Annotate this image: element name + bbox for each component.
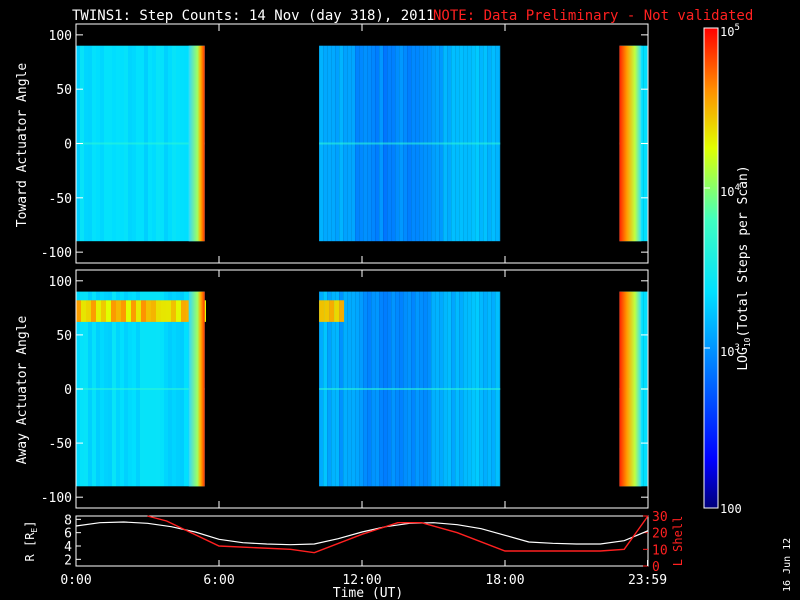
lshell-tick-label: 0 — [652, 560, 660, 575]
high-count-band — [181, 300, 186, 322]
colorbar-tick-label: 100 — [720, 502, 742, 516]
r-tick-label: 2 — [64, 553, 72, 568]
colorbar-tick-label: 103 — [720, 343, 740, 359]
zero-stripe — [76, 388, 205, 390]
high-count-band — [186, 300, 191, 322]
high-count-band — [86, 300, 91, 322]
time-xlabel: Time (UT) — [333, 586, 403, 600]
away-angle-panel: 100 50 0 -50 -100 — [41, 269, 649, 509]
high-count-band — [96, 300, 101, 322]
high-count-band — [324, 300, 330, 322]
high-count-band — [141, 300, 146, 322]
heatmap-segment — [319, 291, 501, 487]
high-count-band — [171, 300, 176, 322]
y-tick-label: 0 — [64, 383, 72, 398]
colorbar-tick-label: 104 — [720, 183, 740, 199]
segment-edge — [619, 291, 642, 487]
r-tick-label: 4 — [64, 540, 72, 555]
toward-ylabel: Toward Actuator Angle — [15, 63, 30, 228]
y-tick-label: -50 — [49, 192, 72, 207]
high-count-band — [101, 300, 106, 322]
toward-angle-panel: 100 50 0 -50 -100 — [41, 23, 649, 264]
high-count-band — [161, 300, 166, 322]
zero-stripe — [76, 142, 205, 145]
y-tick-label: 0 — [64, 138, 72, 153]
y-tick-label: 100 — [49, 29, 72, 44]
heatmap-segment — [76, 291, 206, 487]
time-tick-label: 12:00 — [342, 573, 381, 588]
y-tick-label: 50 — [56, 329, 72, 344]
high-count-band — [151, 300, 156, 322]
lshell-tick-label: 10 — [652, 543, 668, 558]
time-tick-label: 0:00 — [60, 573, 91, 588]
high-count-band — [176, 300, 181, 322]
high-count-band — [131, 300, 136, 322]
high-count-band — [121, 300, 126, 322]
y-tick-label: 50 — [56, 83, 72, 98]
high-count-band — [91, 300, 96, 322]
lshell-tick-label: 30 — [652, 510, 668, 525]
r-tick-label: 6 — [64, 527, 72, 542]
segment-edge — [619, 45, 642, 242]
segment-edge — [188, 45, 205, 242]
lshell-tick-label: 20 — [652, 527, 668, 542]
zero-stripe — [319, 388, 501, 390]
time-tick-label: 18:00 — [485, 573, 524, 588]
y-tick-label: -50 — [49, 437, 72, 452]
zero-stripe — [319, 142, 501, 145]
high-count-band — [106, 300, 111, 322]
high-count-band — [136, 300, 141, 322]
high-count-band — [146, 300, 151, 322]
r-series-line — [75, 521, 649, 546]
high-count-band — [126, 300, 131, 322]
high-count-band — [116, 300, 121, 322]
high-count-band — [329, 300, 335, 322]
colorbar-tick-label: 105 — [720, 23, 740, 39]
heatmap-segment — [76, 45, 205, 242]
y-tick-label: -100 — [41, 246, 72, 261]
ephemeris-frame — [75, 515, 649, 567]
lshell-ylabel: L Shell — [671, 516, 685, 567]
time-tick-label: 6:00 — [203, 573, 234, 588]
high-count-band — [339, 300, 345, 322]
segment-edge — [188, 291, 205, 487]
high-count-band — [156, 300, 161, 322]
preliminary-note: NOTE: Data Preliminary - Not validated — [433, 8, 753, 24]
high-count-band — [111, 300, 116, 322]
high-count-band — [319, 300, 325, 322]
colorbar-gradient — [703, 27, 719, 509]
r-tick-label: 8 — [64, 513, 72, 528]
high-count-band — [76, 300, 81, 322]
r-ylabel: R [RE] — [23, 521, 39, 562]
high-count-band — [166, 300, 171, 322]
y-tick-label: 100 — [49, 275, 72, 290]
time-tick-label: 23:59 — [628, 573, 667, 588]
away-ylabel: Away Actuator Angle — [15, 315, 30, 464]
heatmap-segment — [319, 45, 501, 242]
date-stamp: 16 Jun 12 — [782, 538, 793, 592]
y-tick-label: -100 — [41, 491, 72, 506]
chart-title: TWINS1: Step Counts: 14 Nov (day 318), 2… — [72, 8, 434, 24]
lshell-series-line — [147, 515, 649, 554]
high-count-band — [334, 300, 340, 322]
colorbar-label: LOG10(Total Steps per Scan) — [736, 165, 752, 370]
colorbar: 105 104 103 100 — [703, 23, 742, 516]
high-count-band — [81, 300, 86, 322]
